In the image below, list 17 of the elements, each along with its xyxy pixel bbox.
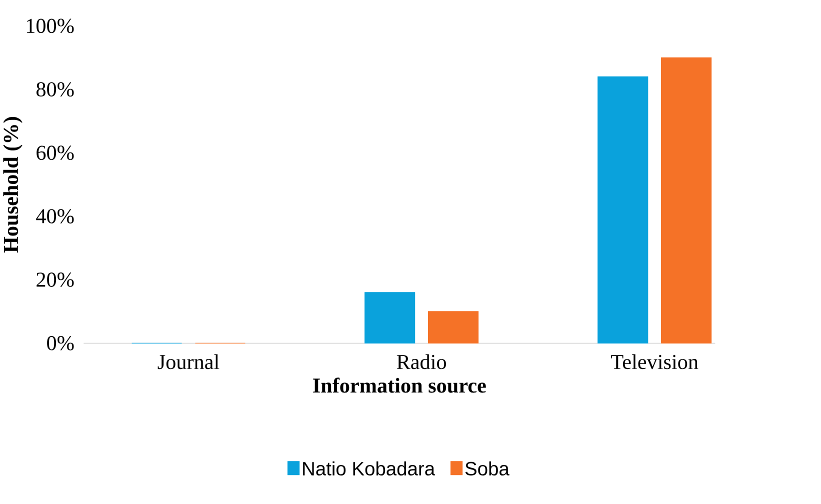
y-tick-label: 0%	[47, 336, 74, 350]
y-tick-label: 60%	[36, 146, 74, 160]
y-tick-label: 20%	[36, 272, 74, 288]
x-tick-label: Radio	[396, 354, 446, 370]
legend-label: Natio Kobadara	[303, 462, 436, 476]
bar	[598, 76, 648, 344]
y-tick-label: 100%	[26, 18, 74, 34]
x-tick-label: Journal	[158, 354, 220, 370]
bar	[428, 311, 479, 344]
bar	[661, 58, 712, 344]
x-axis-title: Information source	[313, 378, 486, 393]
y-tick-label: 80%	[36, 82, 74, 97]
bar	[364, 292, 416, 344]
legend-label: Soba	[465, 462, 510, 476]
y-axis-title: Household (%)	[3, 117, 22, 253]
y-tick-label: 40%	[36, 209, 74, 224]
x-tick-label: Television	[611, 354, 698, 370]
